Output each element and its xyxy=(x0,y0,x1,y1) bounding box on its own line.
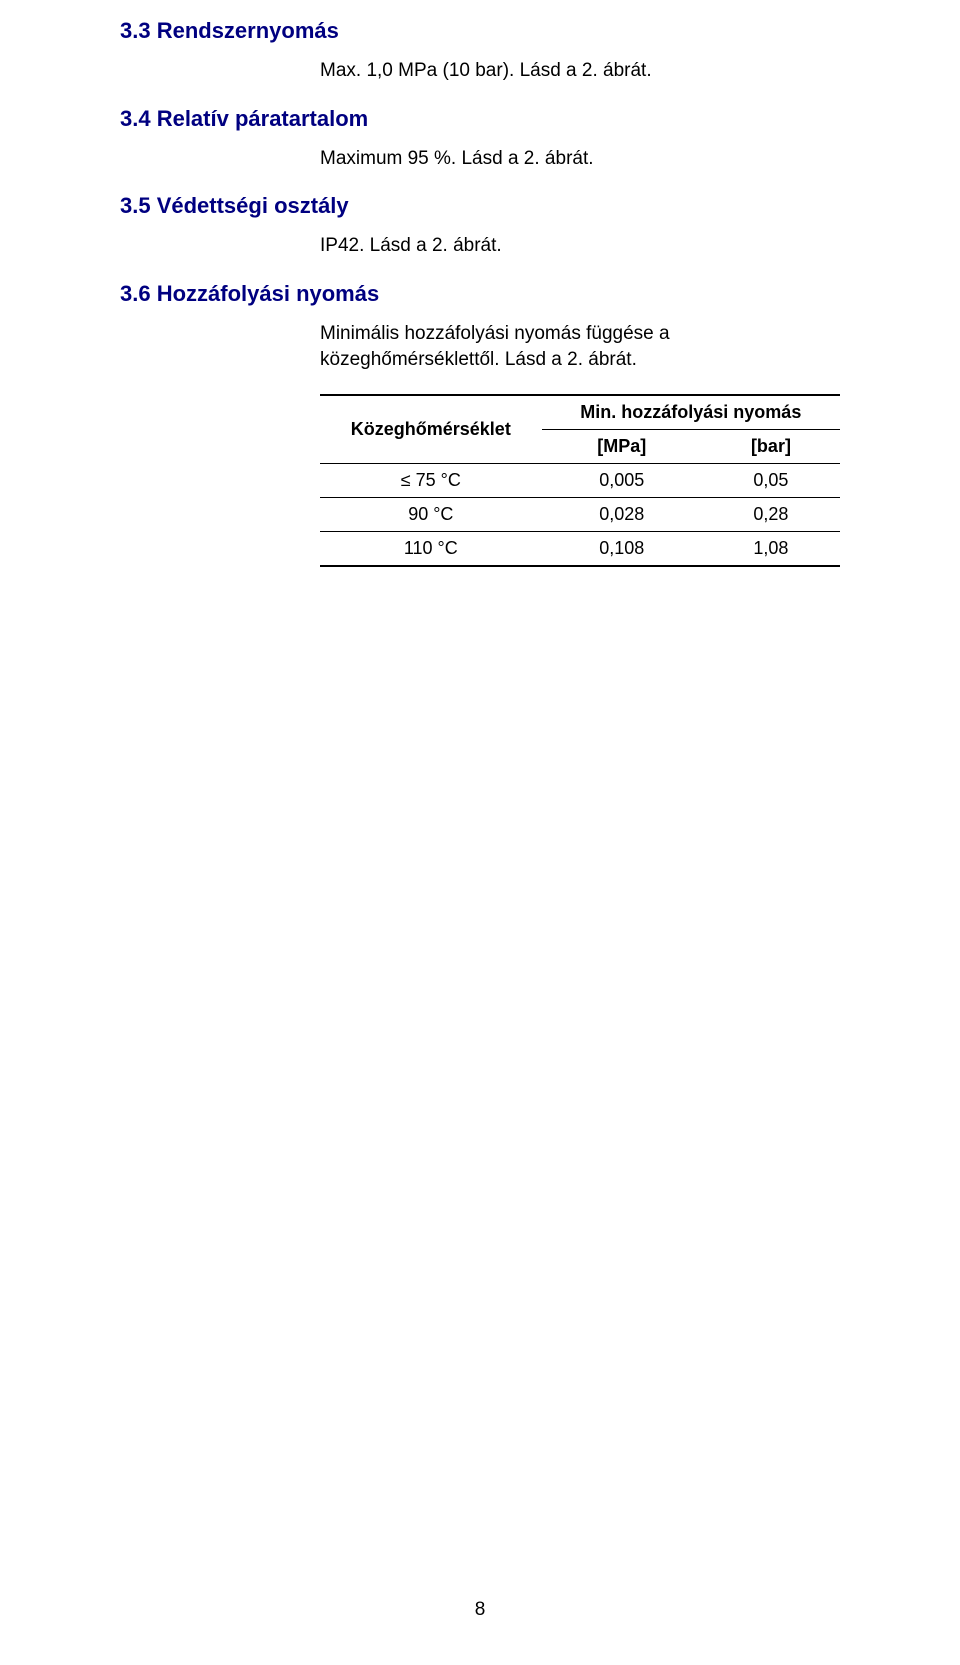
section-3-4-heading: 3.4 Relatív páratartalom xyxy=(120,106,840,132)
page-number: 8 xyxy=(0,1599,960,1621)
table-cell-mpa: 0,005 xyxy=(542,464,702,498)
table-cell-bar: 0,05 xyxy=(702,464,840,498)
table-header-temp: Közeghőmérséklet xyxy=(320,395,542,464)
section-3-3-heading: 3.3 Rendszernyomás xyxy=(120,0,840,44)
table-cell-bar: 1,08 xyxy=(702,532,840,567)
section-3-5-body: IP42. Lásd a 2. ábrát. xyxy=(120,233,840,259)
table-cell-temp: 110 °C xyxy=(320,532,542,567)
section-3-3-body: Max. 1,0 MPa (10 bar). Lásd a 2. ábrát. xyxy=(120,58,840,84)
table-header-pressure: Min. hozzáfolyási nyomás xyxy=(542,395,840,430)
table-cell-bar: 0,28 xyxy=(702,498,840,532)
table-unit-mpa: [MPa] xyxy=(542,430,702,464)
page: 3.3 Rendszernyomás Max. 1,0 MPa (10 bar)… xyxy=(0,0,960,1665)
table-cell-mpa: 0,028 xyxy=(542,498,702,532)
table-cell-mpa: 0,108 xyxy=(542,532,702,567)
section-3-6-heading: 3.6 Hozzáfolyási nyomás xyxy=(120,281,840,307)
section-3-5-heading: 3.5 Védettségi osztály xyxy=(120,193,840,219)
table-cell-temp: 90 °C xyxy=(320,498,542,532)
section-3-6-body: Minimális hozzáfolyási nyomás függése a … xyxy=(120,321,840,372)
inlet-pressure-table: Közeghőmérséklet Min. hozzáfolyási nyomá… xyxy=(320,394,840,567)
table-unit-bar: [bar] xyxy=(702,430,840,464)
table-cell-temp: ≤ 75 °C xyxy=(320,464,542,498)
inlet-pressure-table-wrap: Közeghőmérséklet Min. hozzáfolyási nyomá… xyxy=(120,394,840,567)
section-3-4-body: Maximum 95 %. Lásd a 2. ábrát. xyxy=(120,146,840,172)
